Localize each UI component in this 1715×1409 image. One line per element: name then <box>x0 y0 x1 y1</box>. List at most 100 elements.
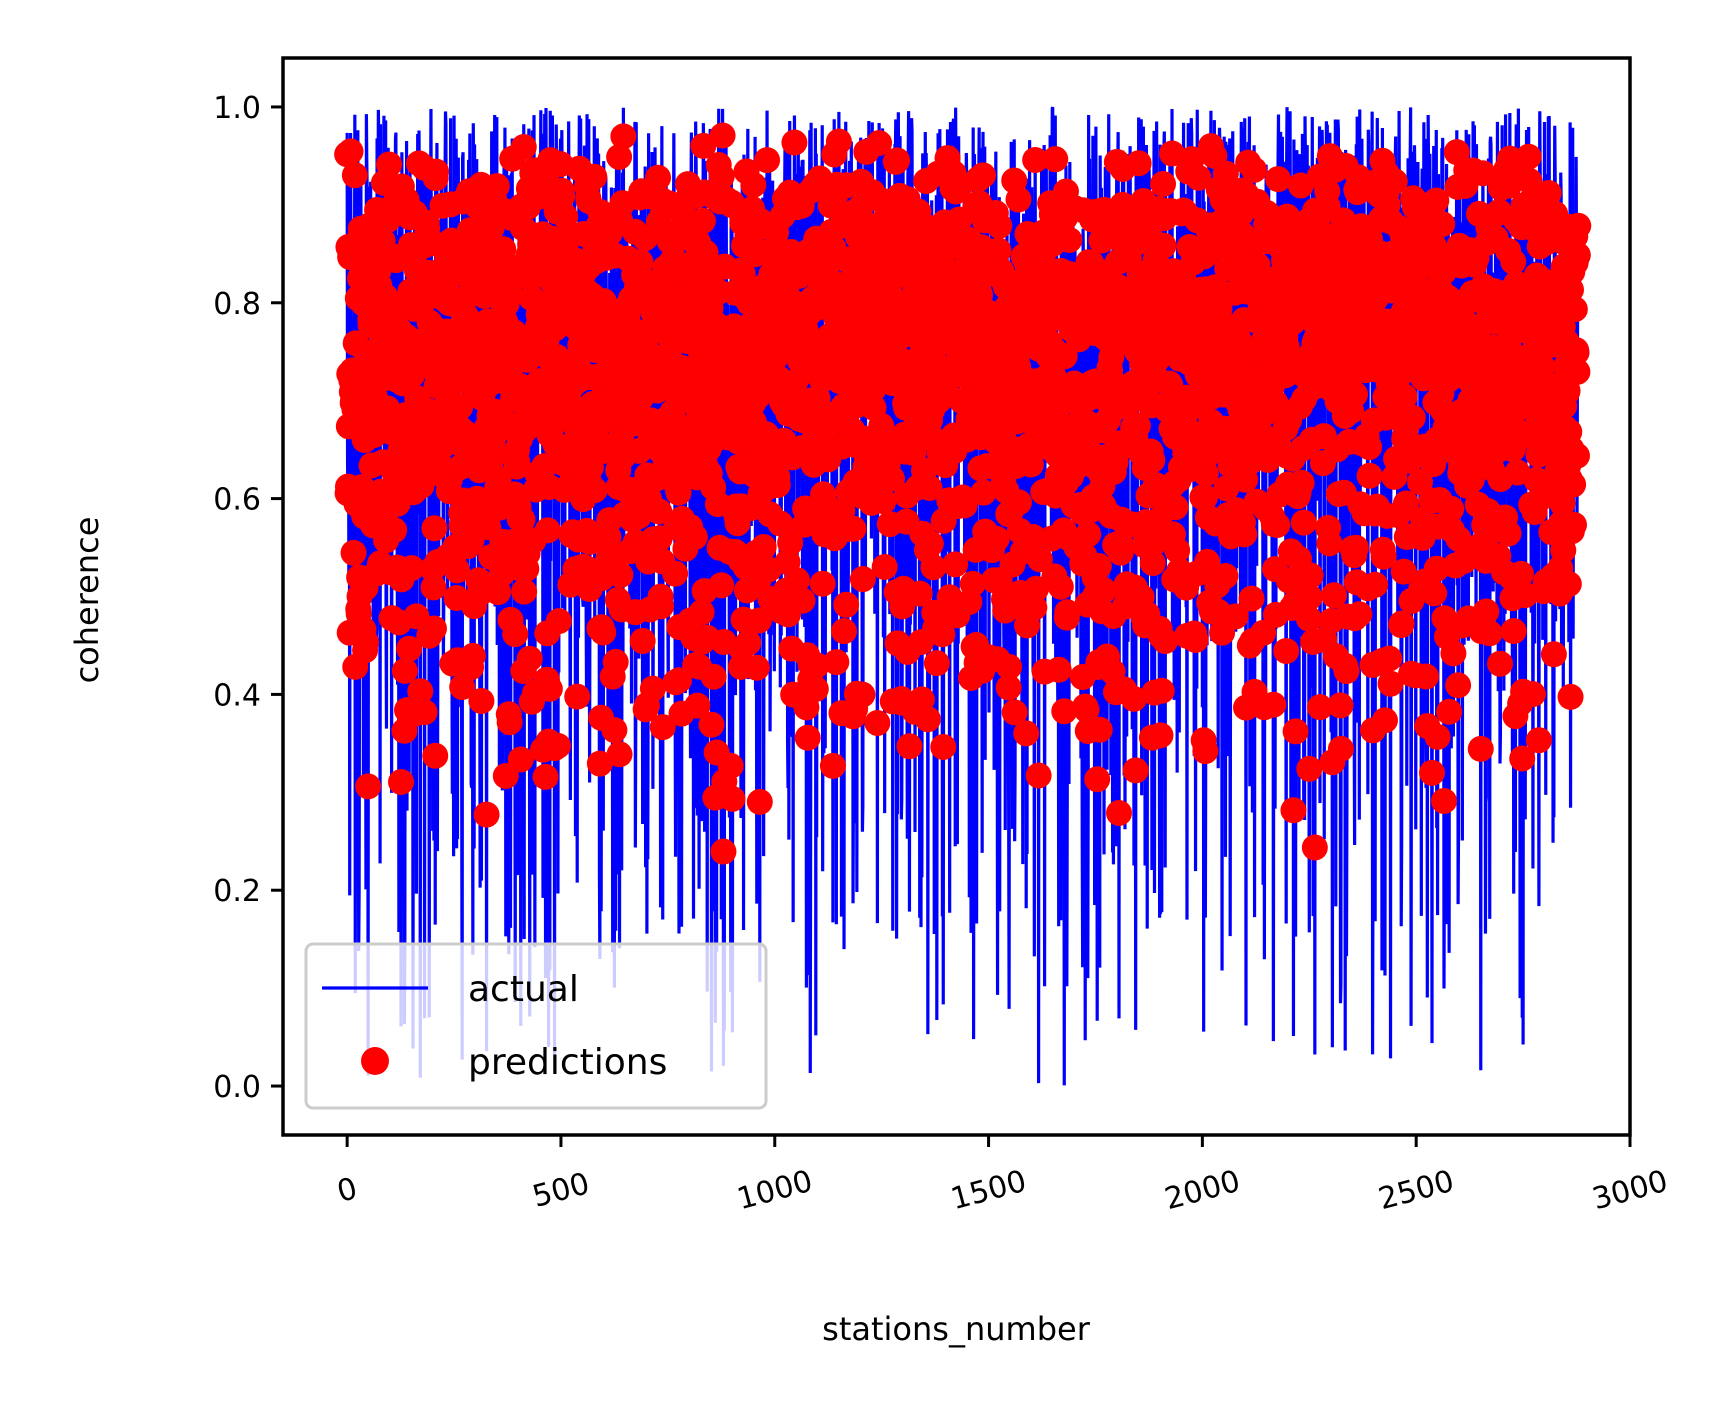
prediction-point <box>1377 670 1404 697</box>
prediction-point <box>1327 692 1354 719</box>
prediction-point <box>1388 610 1415 637</box>
prediction-point <box>1051 698 1078 725</box>
prediction-point <box>1516 167 1543 194</box>
prediction-point <box>789 587 816 614</box>
prediction-point <box>866 130 893 157</box>
prediction-point <box>840 515 867 542</box>
prediction-point <box>849 681 876 708</box>
prediction-point <box>420 574 447 601</box>
prediction-point <box>1500 618 1527 645</box>
prediction-point <box>1017 451 1044 478</box>
prediction-point <box>719 785 746 812</box>
prediction-point <box>423 158 450 185</box>
prediction-point <box>601 717 628 744</box>
y-axis-label: coherence <box>68 517 106 684</box>
prediction-point <box>1212 563 1239 589</box>
prediction-point <box>1549 490 1576 517</box>
prediction-point <box>1565 212 1592 239</box>
prediction-point <box>914 706 941 733</box>
prediction-point <box>581 163 608 190</box>
prediction-point <box>502 621 529 648</box>
prediction-point <box>1022 146 1049 173</box>
prediction-point <box>717 752 744 779</box>
prediction-point <box>1086 716 1113 743</box>
prediction-point <box>544 732 571 759</box>
prediction-point <box>1159 140 1186 167</box>
prediction-point <box>1264 511 1291 538</box>
prediction-point <box>1107 539 1134 566</box>
prediction-point <box>1106 799 1132 826</box>
prediction-point <box>777 529 804 556</box>
prediction-point <box>831 618 858 645</box>
prediction-point <box>549 182 576 209</box>
prediction-point <box>1122 757 1149 784</box>
prediction-point <box>1185 164 1212 191</box>
prediction-point <box>690 132 717 159</box>
prediction-point <box>1362 571 1389 598</box>
prediction-point <box>473 801 500 828</box>
prediction-point <box>1495 520 1522 547</box>
prediction-point <box>1500 248 1527 275</box>
prediction-point <box>784 567 810 594</box>
prediction-point <box>607 562 634 589</box>
prediction-point <box>1445 525 1472 552</box>
prediction-point <box>1026 546 1053 573</box>
prediction-point <box>896 733 923 760</box>
prediction-point <box>1150 232 1177 259</box>
prediction-point <box>1147 722 1174 749</box>
prediction-point <box>743 654 770 681</box>
prediction-point <box>1148 677 1175 704</box>
prediction-point <box>1102 449 1129 476</box>
prediction-point <box>698 711 725 738</box>
prediction-point <box>1420 451 1447 478</box>
prediction-point <box>754 147 781 174</box>
prediction-point <box>1297 562 1324 589</box>
prediction-point <box>917 530 944 557</box>
prediction-point <box>536 675 563 702</box>
prediction-point <box>995 674 1022 701</box>
prediction-point <box>422 742 449 769</box>
prediction-point <box>646 498 673 525</box>
prediction-point <box>920 554 947 581</box>
prediction-point <box>459 642 486 669</box>
prediction-point <box>745 607 772 634</box>
x-tick-label: 1000 <box>733 1164 816 1218</box>
prediction-point <box>532 763 559 790</box>
legend-predictions-label: predictions <box>468 1042 667 1083</box>
prediction-point <box>1005 489 1032 516</box>
prediction-point <box>1430 787 1457 814</box>
prediction-point <box>1333 658 1360 685</box>
prediction-point <box>421 515 448 542</box>
prediction-point <box>449 674 476 701</box>
prediction-point <box>1025 762 1052 789</box>
prediction-point <box>710 838 737 865</box>
prediction-point <box>1088 227 1115 254</box>
prediction-point <box>1222 603 1249 630</box>
prediction-point <box>581 477 608 504</box>
y-tick-label: 0.0 <box>213 1070 261 1105</box>
prediction-point <box>877 282 904 309</box>
prediction-point <box>906 580 933 607</box>
prediction-point <box>510 133 537 160</box>
prediction-point <box>590 619 617 646</box>
prediction-point <box>985 237 1012 264</box>
prediction-point <box>629 627 656 654</box>
prediction-point <box>1424 723 1451 750</box>
legend-actual-label: actual <box>468 969 579 1010</box>
prediction-point <box>1399 404 1426 431</box>
prediction-point <box>970 162 997 189</box>
prediction-point <box>951 492 978 519</box>
prediction-point <box>1423 187 1450 214</box>
prediction-point <box>1560 471 1587 498</box>
prediction-point <box>545 608 572 635</box>
prediction-point <box>1073 696 1100 723</box>
prediction-point <box>1194 548 1221 575</box>
prediction-point <box>884 147 911 174</box>
prediction-point <box>341 162 368 189</box>
prediction-point <box>959 570 986 597</box>
legend-frame <box>304 942 768 1110</box>
prediction-point <box>388 768 415 795</box>
x-tick-label: 500 <box>529 1166 593 1215</box>
prediction-point <box>1139 550 1166 577</box>
prediction-point <box>1191 484 1218 511</box>
